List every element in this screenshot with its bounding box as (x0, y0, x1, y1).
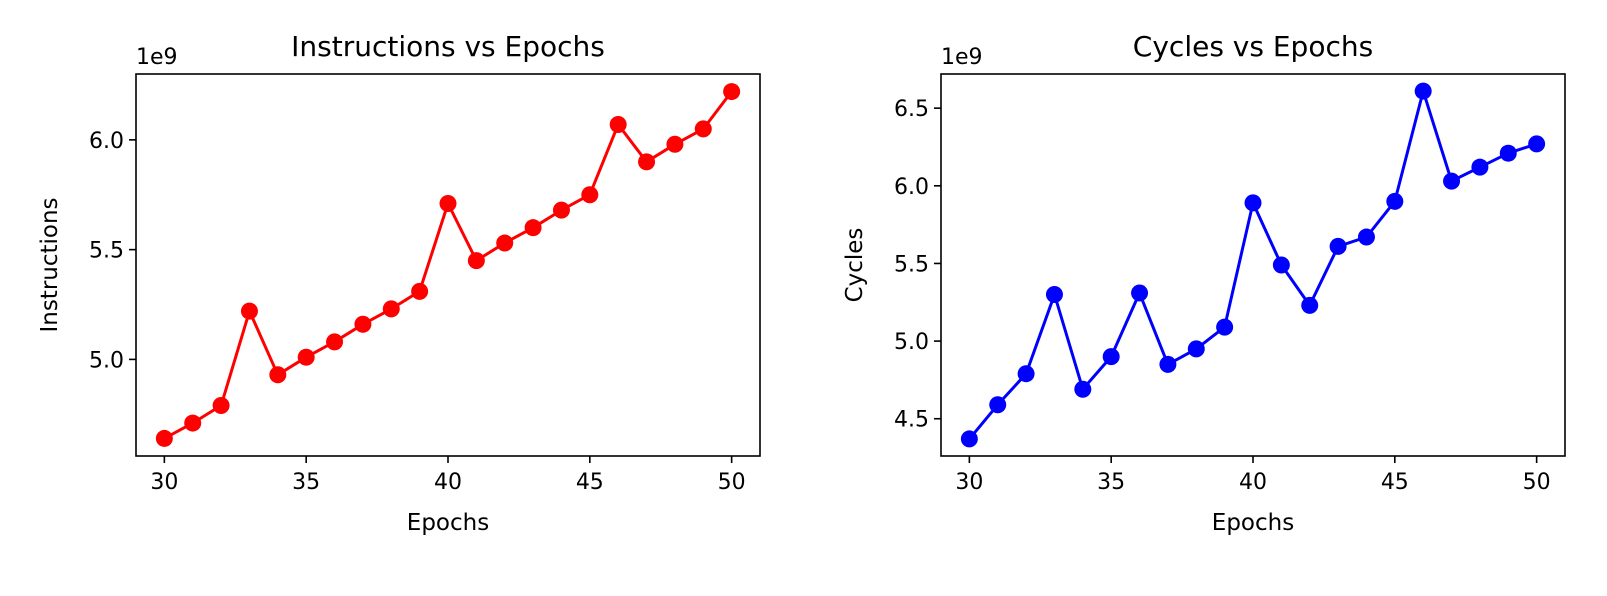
data-point (1131, 284, 1149, 302)
data-point (1357, 228, 1375, 246)
x-tick-label: 50 (1523, 470, 1551, 495)
y-tick-label: 6.0 (89, 129, 124, 154)
data-point (1499, 144, 1517, 162)
y-offset-label: 1e9 (136, 45, 178, 70)
x-tick-label: 30 (150, 470, 178, 495)
data-point (269, 366, 287, 384)
y-axis-label: Instructions (37, 197, 63, 332)
x-tick-label: 40 (1239, 470, 1267, 495)
data-point (1443, 172, 1461, 190)
data-point (609, 115, 627, 133)
data-point (552, 201, 570, 219)
y-axis-label: Cycles (842, 228, 868, 303)
chart-title: Cycles vs Epochs (1133, 30, 1373, 63)
chart-title: Instructions vs Epochs (291, 30, 605, 63)
x-tick-label: 40 (434, 470, 462, 495)
data-point (354, 315, 372, 333)
data-point (666, 135, 684, 153)
data-point (1272, 256, 1290, 274)
data-point (467, 252, 485, 270)
chart-1: Instructions vs Epochs 1e9 30 35 40 45 50 5.0 5.… (37, 30, 761, 536)
y-tick-label: 5.5 (89, 239, 124, 264)
x-axis-label: Epochs (407, 510, 489, 536)
data-point (184, 414, 202, 432)
plot-frame (135, 73, 761, 457)
y-tick-label: 6.5 (894, 97, 929, 122)
x-tick-label: 35 (1097, 470, 1125, 495)
data-point (1102, 348, 1120, 366)
x-tick-label: 35 (292, 470, 320, 495)
data-point (1528, 135, 1546, 153)
x-tick-label: 45 (576, 470, 604, 495)
data-point (1159, 355, 1177, 373)
data-point (1329, 237, 1347, 255)
data-point (382, 300, 400, 318)
data-point (297, 348, 315, 366)
data-point (1301, 296, 1319, 314)
data-point (1187, 340, 1205, 358)
y-tick-label: 6.0 (894, 175, 929, 200)
data-point (1414, 82, 1432, 100)
x-axis-label: Epochs (1212, 510, 1294, 536)
y-tick-label: 5.0 (89, 348, 124, 373)
data-point (581, 186, 599, 204)
x-tick-label: 50 (718, 470, 746, 495)
y-tick-label: 4.5 (894, 408, 929, 433)
data-point (723, 83, 741, 101)
data-point (496, 234, 514, 252)
data-point (1074, 380, 1092, 398)
data-point (638, 153, 656, 171)
series-line (968, 89, 1538, 440)
data-point (1386, 192, 1404, 210)
data-point (1471, 158, 1489, 176)
data-point (439, 195, 457, 213)
data-point (155, 429, 173, 447)
data-point (524, 219, 542, 237)
data-point (326, 333, 344, 351)
data-point (411, 282, 429, 300)
chart-2: Cycles vs Epochs 1e9 30 35 40 45 50 4.5 5.0 5.5 6.… (842, 30, 1566, 536)
data-point (1017, 365, 1035, 383)
y-tick-label: 5.0 (894, 330, 929, 355)
series-line (163, 90, 733, 440)
data-point (960, 430, 978, 448)
x-tick-label: 30 (955, 470, 983, 495)
data-point (1216, 318, 1234, 336)
data-point (240, 302, 258, 320)
data-point (989, 396, 1007, 414)
data-point (694, 120, 712, 138)
y-tick-label: 5.5 (894, 252, 929, 277)
data-point (1045, 286, 1063, 304)
y-offset-label: 1e9 (941, 45, 983, 70)
data-point (212, 397, 230, 415)
plot-frame (940, 73, 1566, 457)
x-tick-label: 45 (1381, 470, 1409, 495)
data-point (1244, 194, 1262, 212)
